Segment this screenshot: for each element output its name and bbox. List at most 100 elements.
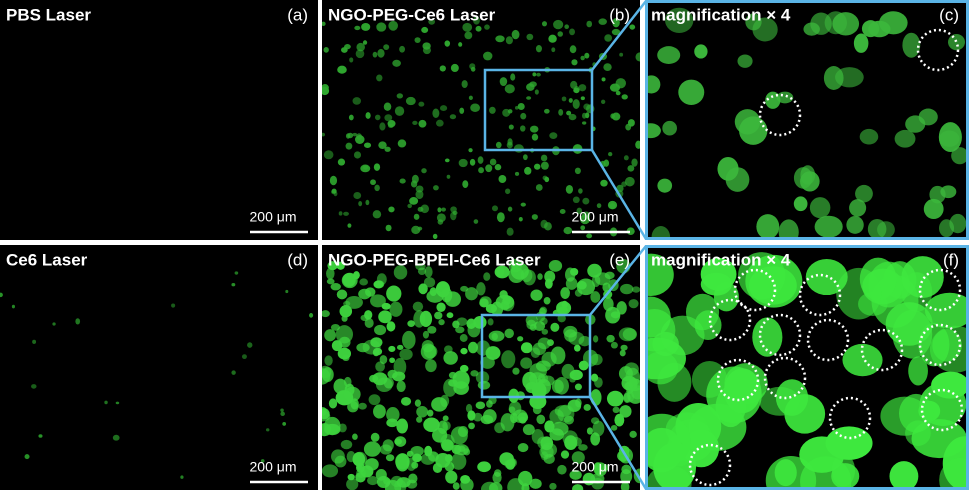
cell (337, 158, 346, 166)
cell (460, 347, 468, 355)
cell (752, 17, 778, 42)
cell (606, 390, 624, 407)
cell (352, 451, 368, 467)
cell (496, 212, 505, 223)
cell (501, 350, 516, 369)
cell (505, 188, 511, 195)
cell (353, 151, 362, 159)
cell (569, 436, 582, 447)
cell (31, 384, 37, 389)
cell (11, 304, 16, 309)
cell (814, 215, 843, 238)
cell (571, 59, 578, 66)
cell (375, 361, 385, 372)
cell (629, 430, 637, 438)
cell (389, 301, 403, 317)
cell (388, 206, 395, 213)
cell (587, 263, 602, 278)
cell (452, 320, 460, 329)
cell (570, 267, 579, 276)
cell (544, 108, 550, 114)
cell (373, 347, 383, 356)
cell (548, 34, 557, 43)
cell (355, 49, 365, 59)
cell (580, 96, 585, 101)
cell (526, 96, 532, 100)
cell (603, 63, 612, 72)
cell (544, 176, 550, 183)
cell (416, 416, 423, 423)
cell (558, 108, 564, 116)
cell (578, 84, 587, 92)
cell (470, 103, 481, 113)
cell (624, 176, 635, 187)
cell (645, 123, 661, 139)
cell (453, 381, 469, 395)
cell (582, 197, 590, 205)
cell (353, 191, 362, 200)
cell (551, 47, 556, 53)
panel-title: NGO-PEG-BPEI-Ce6 Laser (328, 250, 541, 269)
cell (517, 336, 524, 342)
cell (435, 119, 444, 127)
cell (386, 285, 402, 302)
cell (611, 28, 621, 36)
cell (335, 390, 354, 406)
zoom-connector (588, 396, 648, 490)
cell (399, 348, 413, 361)
cell (627, 165, 635, 172)
cell (483, 272, 491, 281)
cell (476, 282, 486, 296)
panel-label: (f) (943, 250, 959, 269)
cell (405, 96, 416, 106)
cell (349, 57, 354, 63)
cell (565, 184, 574, 194)
cell (52, 322, 56, 326)
cell (859, 128, 879, 145)
cell (604, 34, 613, 42)
cell (407, 320, 415, 328)
cell (610, 341, 618, 349)
cell (412, 301, 424, 312)
cell (621, 94, 628, 100)
cell (384, 114, 393, 122)
cell (417, 267, 427, 275)
cell (571, 451, 585, 464)
cell (529, 125, 539, 133)
cell (376, 22, 387, 32)
cell (383, 102, 392, 111)
cell (657, 178, 673, 193)
cell (504, 328, 514, 339)
cell (541, 21, 548, 27)
cell (902, 32, 921, 58)
cell (365, 112, 371, 119)
cell (605, 306, 621, 324)
cell (424, 266, 433, 278)
cell (459, 107, 465, 114)
cell (410, 445, 424, 457)
cell (831, 463, 860, 490)
cell (645, 413, 691, 469)
cell (396, 93, 404, 99)
cell (444, 158, 450, 163)
cell (810, 12, 832, 35)
cell (372, 210, 382, 219)
cell (475, 25, 482, 32)
cell (406, 450, 414, 457)
cell (438, 319, 445, 326)
cell (507, 478, 525, 490)
cell (338, 423, 347, 433)
cell (356, 133, 362, 140)
cell (422, 46, 431, 55)
cell (468, 341, 479, 354)
cell (612, 406, 620, 413)
cell (502, 295, 511, 306)
cell (388, 123, 394, 129)
cell (548, 259, 563, 272)
cell (602, 282, 611, 293)
cell (231, 283, 236, 287)
cell (330, 282, 341, 291)
cell (489, 158, 497, 166)
cell (436, 302, 446, 313)
cell (842, 343, 883, 377)
